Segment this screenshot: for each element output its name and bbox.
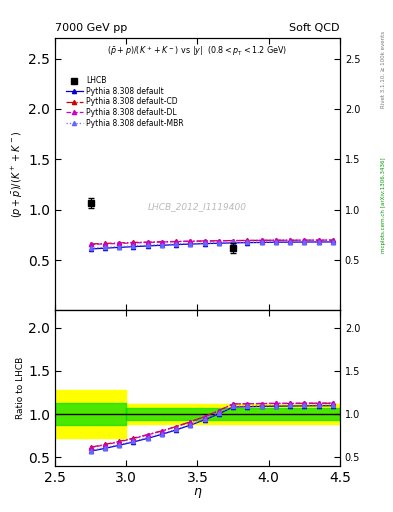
X-axis label: $\eta$: $\eta$ bbox=[193, 486, 202, 500]
Text: LHCB_2012_I1119400: LHCB_2012_I1119400 bbox=[148, 203, 247, 211]
Text: 7000 GeV pp: 7000 GeV pp bbox=[55, 23, 127, 33]
Y-axis label: $(p+\bar{p})/(K^+ + K^-)$: $(p+\bar{p})/(K^+ + K^-)$ bbox=[10, 131, 26, 218]
Text: Rivet 3.1.10, ≥ 100k events: Rivet 3.1.10, ≥ 100k events bbox=[381, 31, 386, 108]
Y-axis label: Ratio to LHCB: Ratio to LHCB bbox=[17, 357, 26, 419]
Text: $(\bar{p}+p)/(K^++K^-)$ vs $|y|$  $(0.8 < p_{\rm T} < 1.2$ GeV$)$: $(\bar{p}+p)/(K^++K^-)$ vs $|y|$ $(0.8 <… bbox=[107, 44, 288, 57]
Legend: LHCB, Pythia 8.308 default, Pythia 8.308 default-CD, Pythia 8.308 default-DL, Py: LHCB, Pythia 8.308 default, Pythia 8.308… bbox=[64, 75, 185, 129]
Text: Soft QCD: Soft QCD bbox=[290, 23, 340, 33]
Text: mcplots.cern.ch [arXiv:1306.3436]: mcplots.cern.ch [arXiv:1306.3436] bbox=[381, 157, 386, 252]
